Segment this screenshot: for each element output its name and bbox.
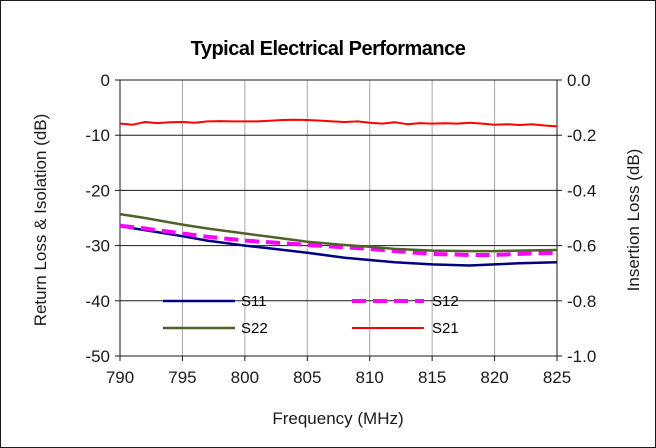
legend: S11 S12 S22 S21 [163, 293, 459, 337]
plot-area [119, 79, 558, 357]
legend-label-s12: S12 [432, 293, 459, 310]
chart-title: Typical Electrical Performance [191, 38, 466, 60]
x-tick-label: 800 [231, 368, 259, 387]
y-tick-label: -40 [85, 292, 110, 311]
series-line-s11 [119, 225, 558, 267]
y2-tick-label: -0.2 [567, 126, 596, 145]
legend-label-s11: S11 [241, 293, 267, 310]
x-axis-label: Frequency (MHz) [272, 409, 403, 428]
y-tick-label: -30 [85, 237, 110, 256]
y-tick-label: -10 [85, 126, 110, 145]
x-tick-label: 810 [356, 368, 384, 387]
y-axis-label: Return Loss & Isolation (dB) [31, 114, 50, 327]
x-tick-label: 815 [418, 368, 446, 387]
x-tick-label: 820 [480, 368, 508, 387]
y-tick-labels: 0 -10 -20 -30 -40 -50 [85, 71, 120, 366]
y2-axis-label: Insertion Loss (dB) [624, 149, 643, 292]
x-tick-label: 795 [168, 368, 196, 387]
y-tick-label: -20 [85, 181, 110, 200]
y-tick-label: -50 [85, 347, 110, 366]
x-tick-label: 825 [543, 368, 571, 387]
x-tick-label: 790 [106, 368, 134, 387]
series-line-s12 [119, 223, 558, 257]
y2-tick-label: -0.6 [567, 237, 596, 256]
y-tick-label: 0 [101, 71, 110, 90]
y2-tick-label: -0.8 [567, 292, 596, 311]
y2-tick-label: -0.4 [567, 181, 596, 200]
series-lines [119, 118, 558, 267]
x-tick-labels: 790 795 800 805 810 815 820 825 [106, 356, 571, 387]
legend-label-s21: S21 [432, 320, 459, 337]
y2-tick-label: -1.0 [567, 347, 596, 366]
series-line-s21 [119, 118, 558, 128]
series-line-s22 [119, 212, 558, 253]
y2-tick-labels: 0.0 -0.2 -0.4 -0.6 -0.8 -1.0 [557, 71, 596, 366]
x-tick-label: 805 [293, 368, 321, 387]
y2-tick-label: 0.0 [567, 71, 591, 90]
legend-label-s22: S22 [241, 320, 268, 337]
